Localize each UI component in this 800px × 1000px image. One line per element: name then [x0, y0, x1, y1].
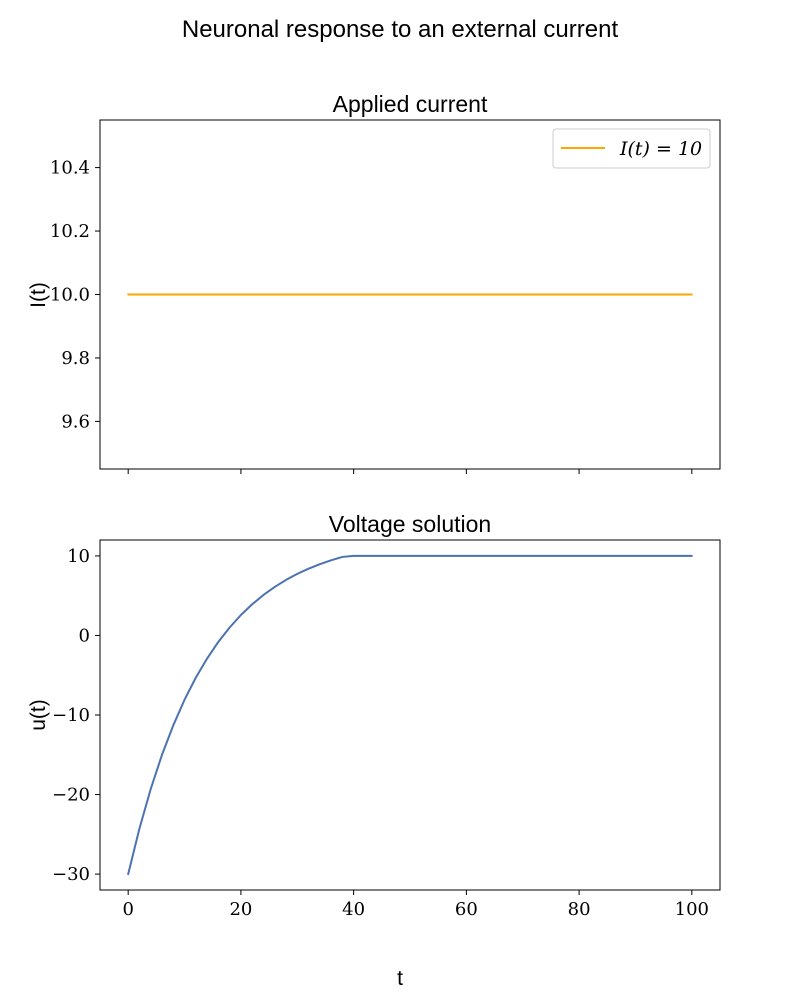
voltage-y-tick-label: 0 — [79, 625, 90, 646]
voltage-ticks: 0 20 40 60 80 100 −30 −20 −10 0 10 — [52, 546, 709, 920]
current-plot-frame — [99, 119, 721, 470]
voltage-x-tick-label: 60 — [455, 899, 478, 920]
voltage-plot-frame — [99, 539, 721, 891]
current-y-tick-label: 10.4 — [50, 158, 90, 179]
current-y-tick-label: 9.8 — [61, 348, 90, 369]
voltage-solution-axes: Voltage solution u(t) 0 20 40 60 80 100−30−20… — [27, 511, 721, 920]
voltage-series-lines — [127, 554, 693, 876]
current-y-axis-label: I(t) — [27, 282, 50, 308]
legend-entry-label: I(t) = 10 — [619, 138, 702, 160]
voltage-series-line — [127, 554, 693, 876]
current-y-tick-label: 10.2 — [50, 221, 90, 242]
voltage-x-tick-label: 0 — [122, 899, 133, 920]
voltage-y-tick-label: −30 — [52, 864, 90, 885]
voltage-y-tick-label: −10 — [52, 705, 90, 726]
current-y-tick-label: 9.6 — [61, 411, 90, 432]
voltage-y-tick-label: −20 — [52, 785, 90, 806]
legend-box — [552, 128, 711, 169]
legend: I(t) = 10 — [552, 128, 711, 169]
voltage-y-axis-label: u(t) — [27, 699, 50, 731]
voltage-x-tick-label: 80 — [568, 899, 591, 920]
current-ticks: 9.6 9.8 10.0 10.2 10.4 — [50, 158, 693, 474]
voltage-x-tick-label: 100 — [675, 899, 709, 920]
voltage-x-tick-label: 20 — [229, 899, 252, 920]
voltage-x-tick-label: 40 — [342, 899, 365, 920]
voltage-y-tick-label: 10 — [67, 546, 90, 567]
applied-current-title: Applied current — [333, 91, 488, 117]
current-y-tick-label: 10.0 — [50, 285, 90, 306]
applied-current-axes: Applied current I(t) 9.69.810.010.210.4 … — [27, 91, 721, 474]
figure-title: Neuronal response to an external current — [182, 16, 619, 43]
voltage-title: Voltage solution — [329, 511, 491, 537]
shared-x-axis-label: t — [397, 967, 403, 990]
